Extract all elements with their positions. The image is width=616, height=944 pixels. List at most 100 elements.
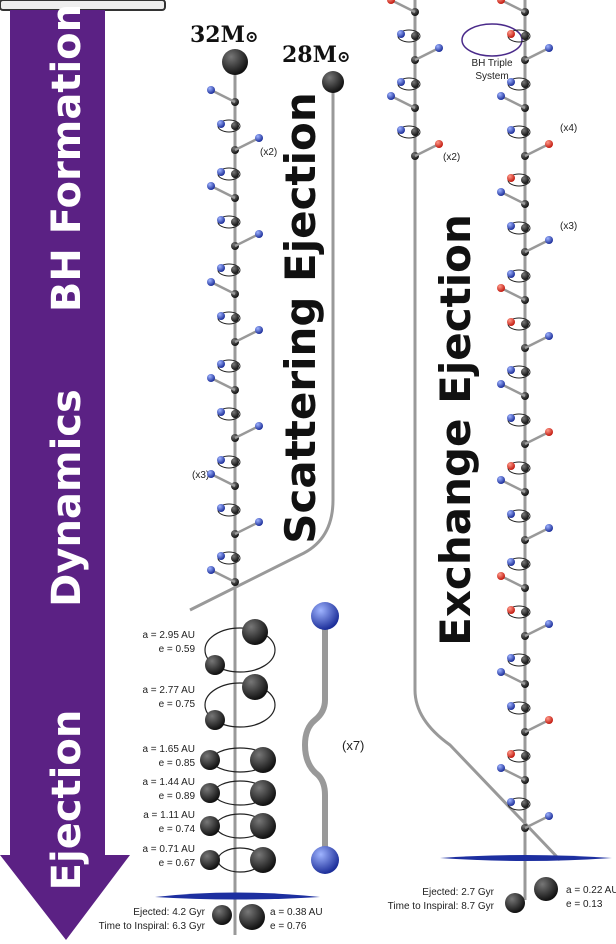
path-branch bbox=[525, 624, 549, 636]
path-branch bbox=[235, 522, 259, 534]
path-branch bbox=[501, 288, 525, 300]
phase-label: BH Formation bbox=[44, 4, 90, 312]
path-branch bbox=[391, 0, 415, 12]
path-branch bbox=[501, 672, 525, 684]
black-hole bbox=[242, 619, 268, 645]
orbit-label: e = 0.74 bbox=[159, 824, 196, 835]
path-branch bbox=[235, 138, 259, 150]
repeat-label: (x2) bbox=[443, 152, 460, 163]
star bbox=[507, 270, 515, 278]
path-branch bbox=[501, 576, 525, 588]
star bbox=[497, 764, 505, 772]
black-hole bbox=[231, 314, 239, 322]
blue-ball bbox=[311, 602, 339, 630]
star bbox=[545, 716, 553, 724]
black-hole bbox=[200, 850, 220, 870]
star bbox=[545, 140, 553, 148]
black-hole bbox=[534, 877, 558, 901]
triple-label: System bbox=[475, 71, 508, 82]
star bbox=[255, 230, 263, 238]
star bbox=[207, 470, 215, 478]
star bbox=[217, 360, 225, 368]
path-branch bbox=[525, 432, 549, 444]
black-hole bbox=[200, 783, 220, 803]
ejection-wave bbox=[155, 893, 320, 900]
star bbox=[217, 408, 225, 416]
star bbox=[507, 174, 515, 182]
black-hole bbox=[411, 32, 419, 40]
star bbox=[255, 134, 263, 142]
black-hole bbox=[521, 320, 529, 328]
black-hole bbox=[521, 656, 529, 664]
star bbox=[497, 188, 505, 196]
repeat-label: (x7) bbox=[342, 738, 364, 753]
black-hole bbox=[521, 752, 529, 760]
black-hole bbox=[200, 750, 220, 770]
orbit-label: a = 2.77 AU bbox=[142, 685, 195, 696]
black-hole bbox=[239, 904, 265, 930]
star bbox=[397, 30, 405, 38]
black-hole bbox=[521, 704, 529, 712]
star bbox=[507, 78, 515, 86]
star bbox=[545, 812, 553, 820]
repeat-label: (x3) bbox=[560, 221, 577, 232]
phase-label: Dynamics bbox=[44, 389, 90, 607]
black-hole bbox=[250, 847, 276, 873]
final-label: e = 0.13 bbox=[566, 899, 603, 910]
repeat-label: (x4) bbox=[560, 123, 577, 134]
star bbox=[507, 798, 515, 806]
star bbox=[507, 462, 515, 470]
path-branch bbox=[501, 384, 525, 396]
star bbox=[217, 264, 225, 272]
triple-orbit bbox=[462, 24, 522, 56]
black-hole bbox=[411, 128, 419, 136]
black-hole bbox=[521, 128, 529, 136]
orbit-label: a = 1.44 AU bbox=[142, 777, 195, 788]
black-hole bbox=[521, 32, 529, 40]
path-branch bbox=[525, 48, 549, 60]
mass-label: 32M⊙ bbox=[190, 22, 258, 48]
star bbox=[497, 668, 505, 676]
star bbox=[507, 558, 515, 566]
star bbox=[497, 476, 505, 484]
ejection-wave bbox=[440, 855, 612, 861]
star bbox=[387, 92, 395, 100]
black-hole bbox=[521, 608, 529, 616]
black-hole bbox=[212, 905, 232, 925]
path-branch bbox=[211, 474, 235, 486]
path-branch bbox=[235, 426, 259, 438]
star bbox=[255, 326, 263, 334]
star bbox=[435, 140, 443, 148]
star bbox=[507, 30, 515, 38]
black-hole bbox=[521, 416, 529, 424]
star bbox=[207, 374, 215, 382]
star bbox=[507, 366, 515, 374]
triple-label: BH Triple bbox=[471, 58, 513, 69]
orbit-label: e = 0.89 bbox=[159, 791, 196, 802]
star bbox=[497, 284, 505, 292]
star bbox=[545, 236, 553, 244]
path-branch bbox=[501, 480, 525, 492]
star bbox=[217, 216, 225, 224]
orbit-label: e = 0.67 bbox=[159, 858, 196, 869]
black-hole bbox=[250, 813, 276, 839]
path-branch bbox=[525, 528, 549, 540]
final-label: e = 0.76 bbox=[270, 921, 307, 932]
star bbox=[435, 44, 443, 52]
star bbox=[545, 620, 553, 628]
path-branch bbox=[501, 0, 525, 12]
star bbox=[207, 566, 215, 574]
star bbox=[507, 126, 515, 134]
black-hole bbox=[231, 554, 239, 562]
path-branch bbox=[211, 90, 235, 102]
black-hole bbox=[521, 560, 529, 568]
star bbox=[397, 126, 405, 134]
orbit-label: e = 0.59 bbox=[159, 644, 196, 655]
diagram: BH Formation Dynamics Ejection 32M⊙ 28M⊙… bbox=[0, 0, 616, 944]
path-branch bbox=[211, 186, 235, 198]
star bbox=[507, 654, 515, 662]
path-branch bbox=[235, 330, 259, 342]
star bbox=[397, 78, 405, 86]
orbit-label: a = 0.71 AU bbox=[142, 844, 195, 855]
black-hole bbox=[521, 800, 529, 808]
